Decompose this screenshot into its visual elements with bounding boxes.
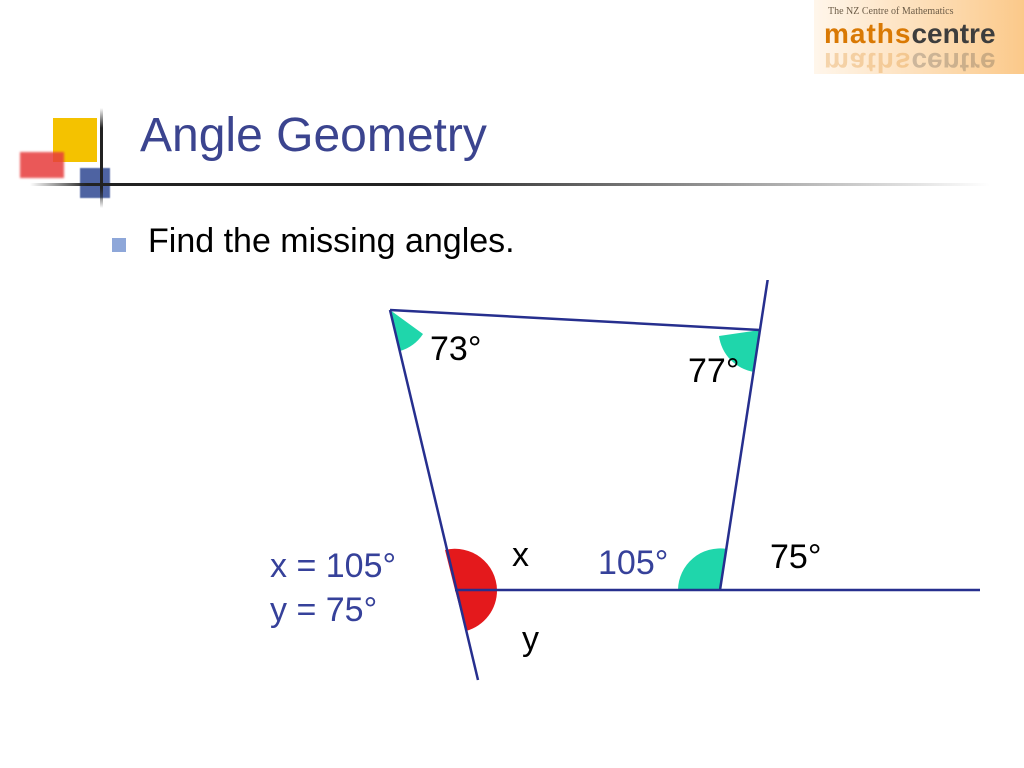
answer-y: y = 75° (270, 588, 396, 632)
label-105: 105° (598, 544, 668, 583)
label-77: 77° (688, 352, 739, 391)
answer-x: x = 105° (270, 544, 396, 588)
logo-reflection: mathscentre (824, 46, 996, 78)
logo-tagline: The NZ Centre of Mathematics (828, 6, 954, 17)
title-horizontal-line (30, 183, 990, 186)
slide-title: Angle Geometry (140, 108, 487, 163)
label-75: 75° (770, 538, 821, 577)
title-vertical-line (100, 108, 103, 208)
geometry-diagram: 73° 77° 75° 105° x y x = 105° y = 75° (0, 280, 1024, 720)
label-x: x (512, 536, 529, 575)
bullet-item: Find the missing angles. (112, 222, 515, 261)
bullet-marker-icon (112, 238, 126, 252)
bullet-text: Find the missing angles. (148, 222, 515, 261)
answers-block: x = 105° y = 75° (270, 544, 396, 632)
label-73: 73° (430, 330, 481, 369)
title-square-red (20, 152, 64, 178)
angle-fill-105 (678, 548, 727, 590)
diagram-svg (0, 280, 1024, 720)
logo: The NZ Centre of Mathematics mathscentre… (814, 0, 1024, 74)
label-y: y (522, 620, 539, 659)
